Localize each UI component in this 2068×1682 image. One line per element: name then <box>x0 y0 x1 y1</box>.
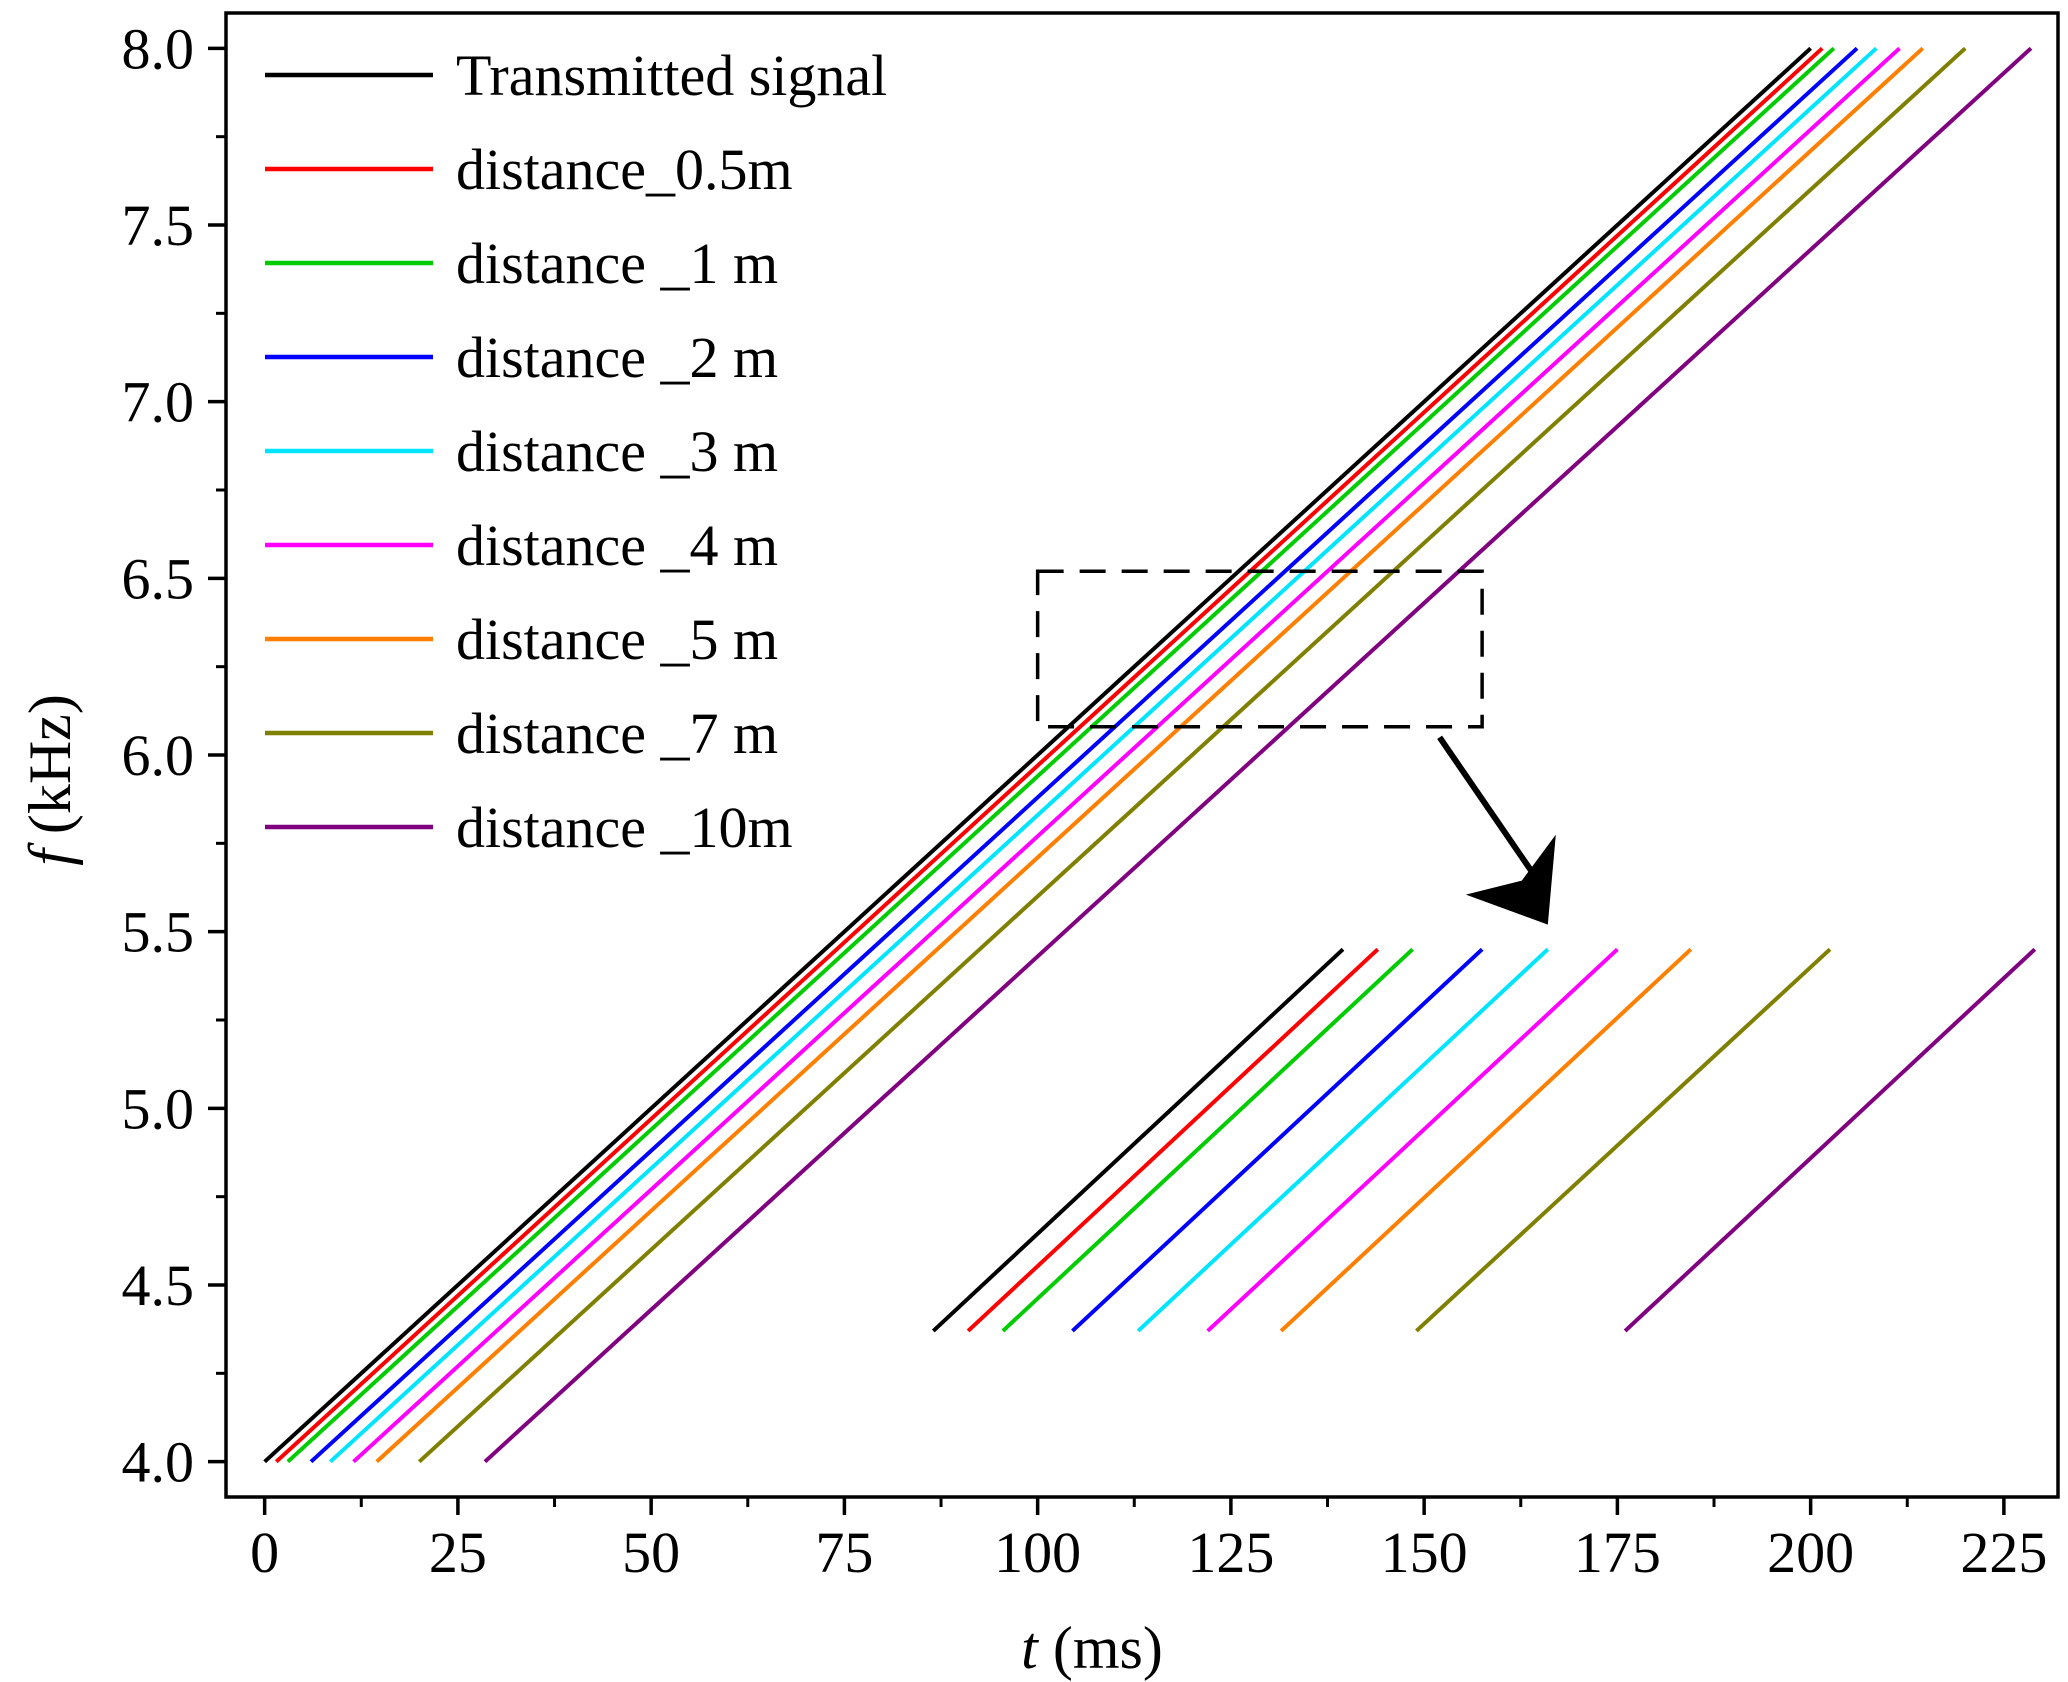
legend-label-3: distance _2 m <box>456 325 778 390</box>
y-tick-label: 5.0 <box>122 1076 195 1141</box>
series-line-3 <box>309 46 1859 1464</box>
inset-line-8 <box>1623 947 2037 1333</box>
series-line-0 <box>263 46 1812 1464</box>
x-tick-label: 50 <box>622 1520 680 1585</box>
inset-line-0 <box>931 947 1345 1333</box>
zoom-region-box <box>1035 569 1484 729</box>
series-line-8 <box>483 46 2033 1464</box>
inset-line-4 <box>1136 947 1550 1333</box>
x-tick-label: 150 <box>1381 1520 1468 1585</box>
series-line-6 <box>375 46 1925 1464</box>
y-tick-label: 4.5 <box>122 1253 195 1318</box>
axes: 0 25 50 75 100 125 150 175 200 225 4.0 4.5 5.0 5.5 6.0… <box>122 11 2060 1585</box>
x-tick-label: 75 <box>815 1520 873 1585</box>
legend-label-5: distance _4 m <box>456 513 778 578</box>
y-axis-label: f (kHz) <box>17 694 83 866</box>
legend-label-2: distance _1 m <box>456 231 778 296</box>
x-tick-label: 200 <box>1767 1520 1854 1585</box>
x-tick-label: 100 <box>994 1520 1081 1585</box>
legend-label-1: distance_0.5m <box>456 137 793 202</box>
inset-line-5 <box>1206 947 1619 1333</box>
y-tick-label: 7.5 <box>122 193 195 258</box>
series-line-5 <box>352 46 1901 1464</box>
y-tick-label: 7.0 <box>122 370 195 435</box>
inset-line-2 <box>1001 947 1414 1333</box>
y-tick-label: 5.5 <box>122 900 195 965</box>
series-line-1 <box>274 46 1824 1464</box>
y-tick-label: 6.0 <box>122 723 195 788</box>
inset-line-1 <box>966 947 1380 1333</box>
y-tick-label: 6.5 <box>122 546 195 611</box>
legend-label-8: distance _10m <box>456 795 793 860</box>
x-tick-label: 175 <box>1574 1520 1661 1585</box>
x-tick-label: 225 <box>1960 1520 2047 1585</box>
zoom-arrow-shaft <box>1437 735 1537 877</box>
x-tick-label: 0 <box>250 1520 279 1585</box>
series-line-2 <box>286 46 1836 1464</box>
zoom-arrow-head <box>1465 834 1556 925</box>
inset-line-6 <box>1279 947 1693 1333</box>
y-tick-label: 8.0 <box>122 16 195 81</box>
inset-line-7 <box>1415 947 1832 1333</box>
y-tick-label: 4.0 <box>122 1430 195 1495</box>
x-axis-label: t (ms) <box>1021 1615 1163 1681</box>
plot-area <box>263 46 2033 1464</box>
legend-label-4: distance _3 m <box>456 419 778 484</box>
zoom-inset <box>931 947 2037 1333</box>
legend-label-6: distance _5 m <box>456 607 778 672</box>
series-line-7 <box>417 46 1967 1464</box>
legend-label-0: Transmitted signal <box>456 43 887 108</box>
series-line-4 <box>329 46 1878 1464</box>
x-tick-label: 25 <box>429 1520 487 1585</box>
x-tick-label: 125 <box>1187 1520 1274 1585</box>
inset-line-3 <box>1071 947 1484 1333</box>
legend-label-7: distance _7 m <box>456 701 778 766</box>
legend: Transmitted signal distance_0.5m distance … <box>265 43 887 860</box>
